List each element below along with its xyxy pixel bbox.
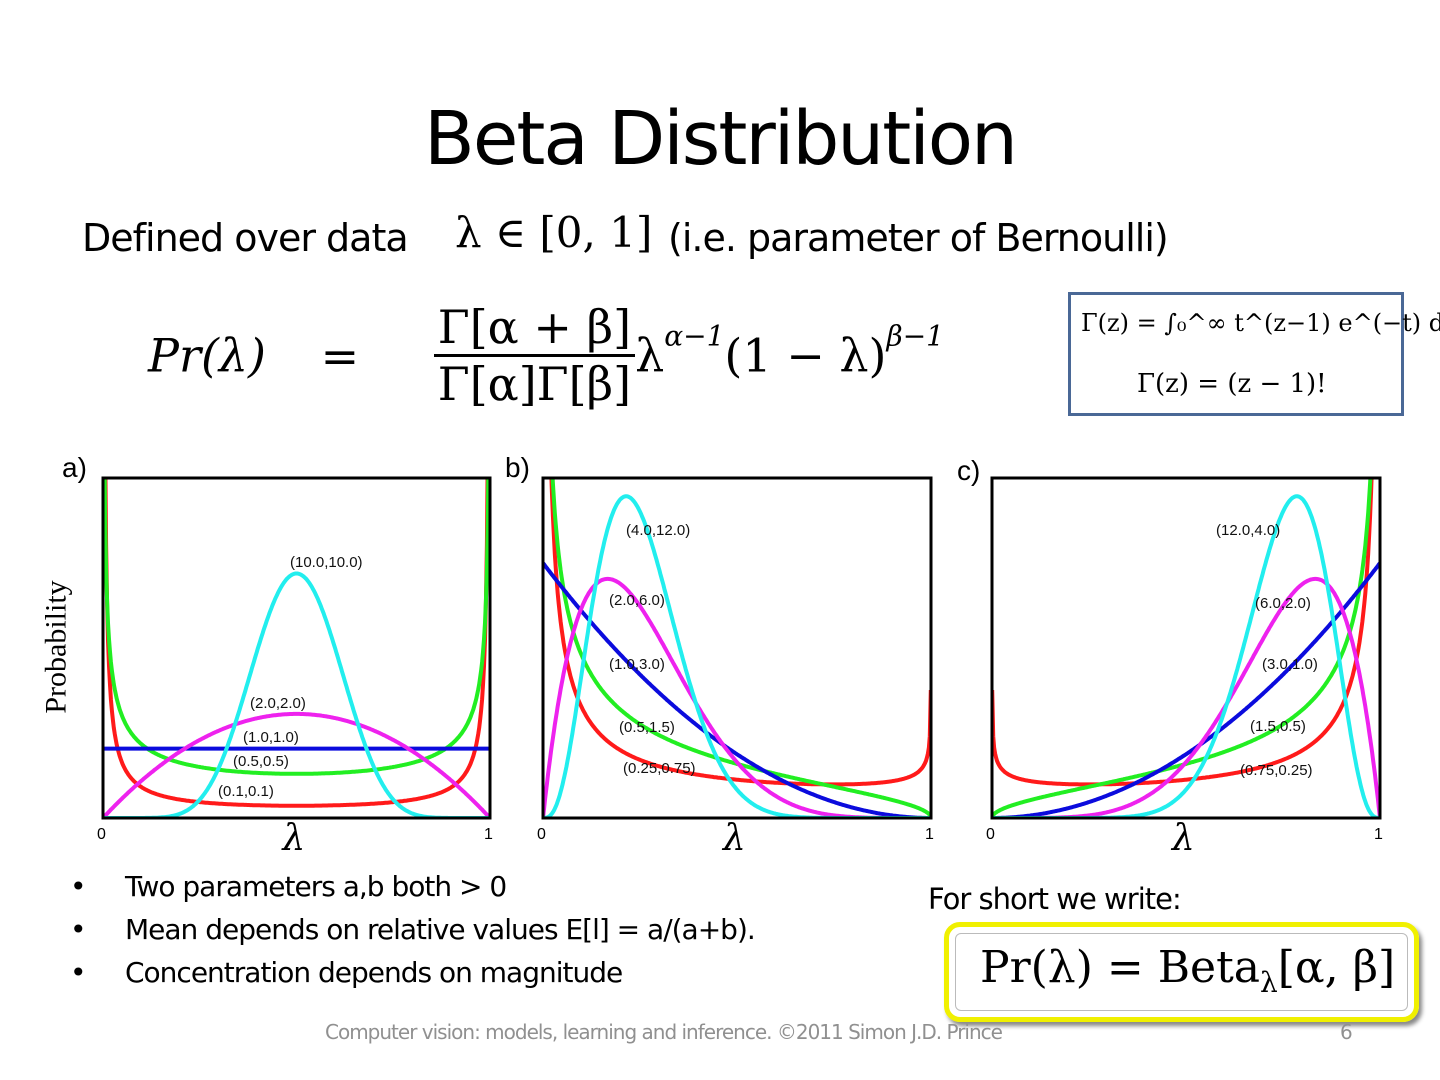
- panel-label: a): [62, 452, 87, 483]
- gamma-factorial: Γ(z) = (z − 1)!: [1137, 369, 1327, 399]
- plot-frame: [101, 476, 492, 820]
- formula-denominator: Γ[α]Γ[β]: [437, 357, 632, 411]
- formula-tail: λ: [635, 328, 665, 383]
- x-axis-label: λ: [282, 818, 306, 859]
- series-label: (2.0,2.0): [250, 695, 306, 712]
- slide-title: Beta Distribution: [424, 96, 1018, 182]
- bullet-text: Mean depends on relative values E[l] = a…: [125, 913, 756, 946]
- short-lhs: Pr(λ) = Beta: [980, 942, 1260, 993]
- series-label: (6.0,2.0): [1255, 595, 1311, 612]
- beta-pdf-formula: Pr(λ) = Γ[α + β] Γ[α]Γ[β] λα−1(1 − λ)β−1: [148, 300, 944, 430]
- panel-label: c): [957, 455, 981, 486]
- formula-tail2-exp: β−1: [886, 319, 944, 353]
- x-tick-label: 0: [986, 826, 995, 843]
- x-tick-label: 1: [925, 826, 934, 843]
- bullet-text: Concentration depends on magnitude: [125, 956, 623, 989]
- series-label: (10.0,10.0): [290, 554, 363, 571]
- gamma-definition-box: Γ(z) = ∫₀^∞ t^(z−1) e^(−t) dt Γ(z) = (z …: [1068, 292, 1440, 416]
- intro-math: λ ∈ [0, 1]: [455, 208, 653, 257]
- series-label: (4.0,12.0): [626, 522, 691, 539]
- curve-blue: [543, 562, 931, 818]
- plot-frame: [990, 476, 1382, 820]
- series-label: (1.0,3.0): [609, 656, 665, 673]
- formula-tail2: (1 − λ): [724, 328, 887, 383]
- series-label: (2.0,6.0): [609, 592, 665, 609]
- series-label: (1.5,0.5): [1250, 718, 1306, 735]
- short-sub: λ: [1259, 965, 1278, 999]
- curve-red: [549, 478, 931, 787]
- page-number: 6: [1340, 1020, 1353, 1044]
- curve-cyan: [992, 494, 1380, 818]
- series-label: (12.0,4.0): [1216, 522, 1281, 539]
- formula-tail-exp: α−1: [664, 319, 725, 353]
- x-tick-label: 0: [537, 826, 546, 843]
- series-label: (0.5,0.5): [233, 753, 289, 770]
- series-label: (0.75,0.25): [1240, 762, 1313, 779]
- x-axis-label: λ: [1172, 818, 1195, 859]
- formula-numerator: Γ[α + β]: [433, 300, 636, 357]
- series-label: (0.1,0.1): [218, 783, 274, 800]
- gamma-integral: Γ(z) = ∫₀^∞ t^(z−1) e^(−t) dt: [1081, 309, 1440, 337]
- formula-fraction: Γ[α + β] Γ[α]Γ[β]: [433, 300, 636, 411]
- curve-cyan: [543, 494, 931, 818]
- curve-red: [103, 478, 490, 808]
- plot-frame: [541, 476, 933, 820]
- x-axis-label: λ: [723, 818, 746, 859]
- short-args: [α, β]: [1277, 942, 1396, 993]
- x-tick-label: 0: [97, 826, 106, 843]
- curve-magenta: [103, 711, 490, 818]
- formula-lhs: Pr(λ): [148, 328, 266, 383]
- series-label: (0.25,0.75): [623, 760, 696, 777]
- curve-blue: [992, 562, 1380, 818]
- intro-suffix: (i.e. parameter of Bernoulli): [668, 216, 1169, 260]
- intro-prefix: Defined over data: [82, 216, 409, 260]
- series-label: (1.0,1.0): [243, 729, 299, 746]
- footer: Computer vision: models, learning and in…: [325, 1020, 1003, 1044]
- formula-eq: =: [320, 328, 360, 383]
- series-label: (3.0,1.0): [1262, 656, 1318, 673]
- series-label: (0.5,1.5): [619, 719, 675, 736]
- curve-red: [992, 478, 1374, 787]
- for-short-label: For short we write:: [928, 882, 1182, 916]
- bullet-text: Two parameters a,b both > 0: [125, 870, 507, 903]
- x-tick-label: 1: [484, 826, 493, 843]
- short-notation-box: Pr(λ) = Betaλ[α, β]: [944, 922, 1419, 1022]
- panel-label: b): [505, 452, 530, 483]
- x-tick-label: 1: [1374, 826, 1383, 843]
